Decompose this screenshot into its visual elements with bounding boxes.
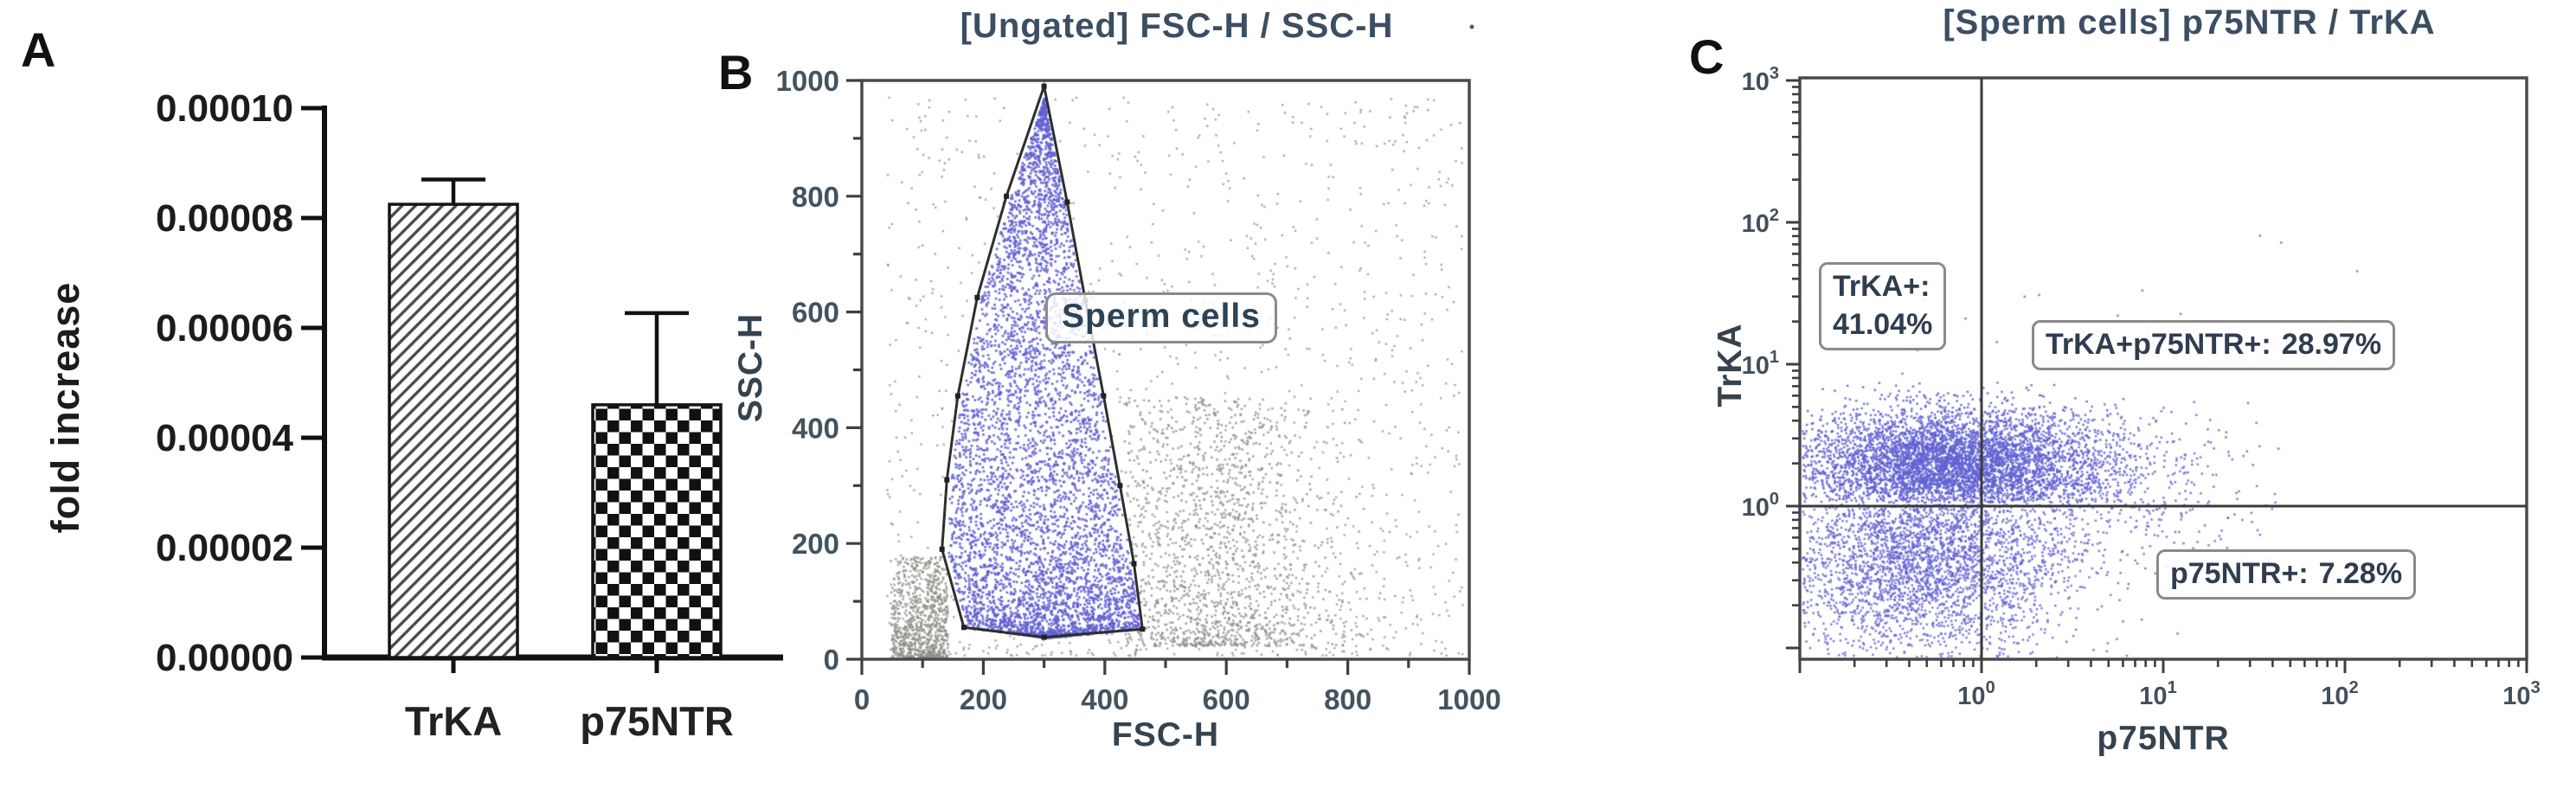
x-tick-label: 1000 (1437, 683, 1500, 715)
log-tick-label: 101 (2139, 678, 2176, 710)
y-tick-label: 0.00000 (156, 637, 293, 679)
y-axis-title-trka: TrKA (1712, 323, 1749, 407)
y-tick-label: 0 (824, 644, 839, 676)
x-tick-label: 400 (1081, 683, 1128, 715)
y-tick-label: 200 (792, 528, 839, 560)
quadrant-stat-label: TrKA+: (1833, 270, 1930, 303)
plot-title-c: [Sperm cells] p75NTR / TrKA (1943, 3, 2436, 42)
y-tick-label: 0.00002 (156, 527, 293, 569)
y-tick-label: 400 (792, 412, 839, 444)
sperm-cells-gate-outline (941, 80, 1145, 639)
gate-vertex-handle (974, 294, 980, 300)
gate-vertex-handle (939, 546, 945, 552)
gate-vertex-handle (1064, 199, 1070, 205)
plot-title-b: [Ungated] FSC-H / SSC-H (960, 7, 1394, 45)
gate-vertex-handle (1004, 193, 1010, 199)
y-axis-title-ssc-h: SSC-H (732, 312, 769, 423)
x-axis-title-p75ntr: p75NTR (2097, 720, 2230, 757)
quadrant-stat-label: p75NTR+: (2170, 557, 2309, 590)
quadrant-stat-label: TrKA+p75NTR+: (2046, 328, 2271, 361)
log-tick-label: 103 (2502, 678, 2540, 710)
gate-vertex-handle (1101, 393, 1107, 399)
x-tick-label: 0 (854, 683, 870, 715)
quadrant-stat-trka-positive: TrKA+: 41.04% (1819, 262, 1947, 351)
stray-speck (1469, 24, 1474, 29)
panel-c-p75ntr-trka-scatter: 100 101 102 103 103 102 101 100 C [Sperm cells]… (1687, 0, 2576, 789)
quadrant-stat-p75ntr-positive: p75NTR+: 7.28% (2156, 549, 2417, 600)
gate-label-sperm-cells: Sperm cells (1045, 292, 1277, 343)
gate-vertex-handle (1117, 483, 1123, 489)
gate-vertex-handle (944, 477, 950, 483)
quadrant-stat-double-positive: TrKA+p75NTR+: 28.97% (2032, 320, 2396, 371)
panel-b-fsc-ssc-scatter: 0 200 400 600 800 1000 0 200 400 600 800 1000 B [Un… (692, 0, 1705, 789)
gate-vertex-handle (1131, 561, 1137, 567)
y-tick-label: 0.00010 (156, 87, 293, 130)
x-category-label: TrKA (405, 698, 502, 744)
x-tick-label: 800 (1324, 683, 1372, 715)
x-axis-title-fsc-h: FSC-H (1111, 716, 1220, 754)
quadrant-stat-value: 41.04% (1833, 308, 1933, 342)
gate-vertex-handle (1140, 626, 1146, 632)
y-tick-label: 600 (792, 297, 839, 329)
gate-vertex-handle (1041, 634, 1047, 640)
x-tick-label: 200 (960, 683, 1007, 715)
panel-label-c: C (1689, 29, 1725, 84)
log-tick-label: 102 (2321, 678, 2358, 710)
log-tick-label: 100 (1957, 678, 1995, 710)
y-tick-label: 1000 (776, 65, 839, 97)
y-tick-label: 0.00006 (156, 307, 293, 350)
y-tick-label: 0.00008 (156, 197, 293, 240)
bar-TrKA (388, 202, 519, 659)
y-axis-title-fold-increase: fold increase (43, 281, 87, 534)
gate-vertex-handle (1041, 83, 1047, 89)
y-tick-label: 800 (792, 181, 839, 213)
y-tick-label: 0.00004 (156, 417, 294, 459)
gate-vertex-handle (960, 625, 967, 631)
x-tick-label: 600 (1203, 683, 1250, 715)
quadrant-stat-value: 7.28% (2318, 557, 2403, 590)
panel-label-a: A (21, 22, 56, 77)
log-tick-label: 103 (1742, 64, 1779, 96)
panel-label-b: B (718, 45, 754, 99)
quadrant-stat-value: 28.97% (2281, 328, 2382, 361)
scatter-axes-b: 0 200 400 600 800 1000 0 200 400 600 800 1000 (776, 24, 1501, 715)
gate-vertex-handle (954, 393, 960, 399)
scatter-points-canvas-c (1687, 0, 2576, 789)
